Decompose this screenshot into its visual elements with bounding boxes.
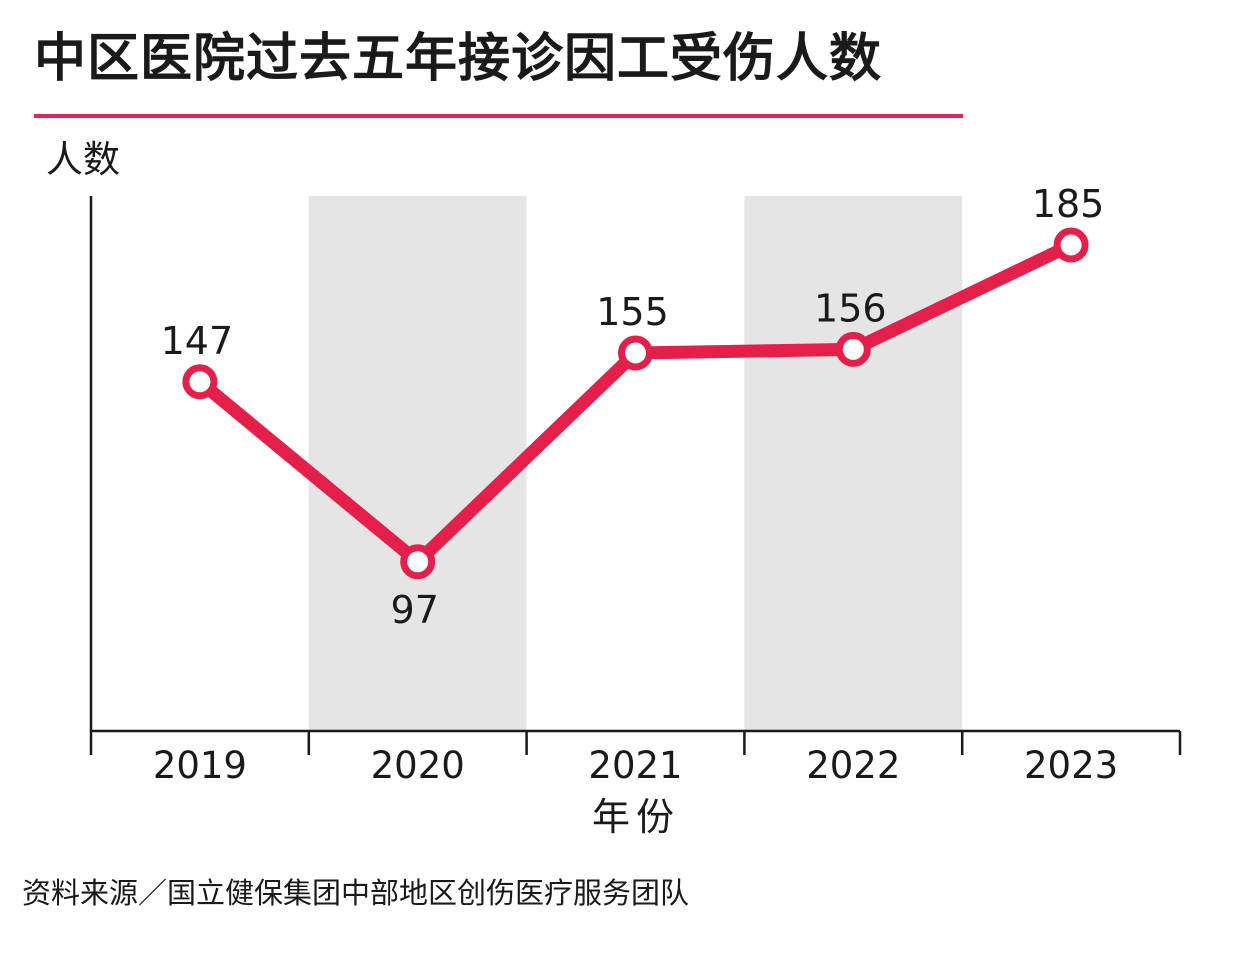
x-tick-label-2020: 2020 — [371, 744, 465, 787]
background-bands — [308, 196, 963, 731]
data-labels: 147 97 155 156 185 — [161, 182, 1105, 632]
band-2020 — [308, 196, 527, 731]
x-tick-label-2023: 2023 — [1024, 744, 1118, 787]
x-axis-label: 年份 — [592, 795, 680, 839]
data-label-2023: 185 — [1032, 182, 1105, 226]
data-label-2022: 156 — [814, 286, 887, 330]
x-axis-ticks — [89, 731, 1182, 755]
x-tick-label-2022: 2022 — [806, 744, 900, 787]
chart-title: 中区医院过去五年接诊因工受伤人数 — [34, 29, 883, 89]
data-point-2021 — [618, 335, 653, 371]
title-underline — [34, 114, 963, 118]
data-label-2021: 155 — [596, 290, 669, 334]
band-2022 — [744, 196, 963, 731]
data-label-2019: 147 — [161, 319, 234, 363]
x-tick-label-2021: 2021 — [588, 744, 682, 787]
data-point-2023 — [1053, 227, 1089, 263]
line-chart: 2019 2020 2021 2022 2023 147 97 155 156 185 人数 年… — [46, 138, 1182, 839]
data-point-2019 — [182, 364, 218, 400]
x-tick-label-2019: 2019 — [153, 744, 247, 787]
source-note: 资料来源／国立健保集团中部地区创伤医疗服务团队 — [22, 876, 690, 910]
x-tick-labels: 2019 2020 2021 2022 2023 — [153, 744, 1118, 787]
data-point-2020 — [400, 544, 436, 580]
data-point-2022 — [835, 331, 871, 367]
data-points — [182, 227, 1089, 580]
data-label-2020: 97 — [391, 588, 439, 632]
y-axis-label: 人数 — [46, 138, 120, 181]
